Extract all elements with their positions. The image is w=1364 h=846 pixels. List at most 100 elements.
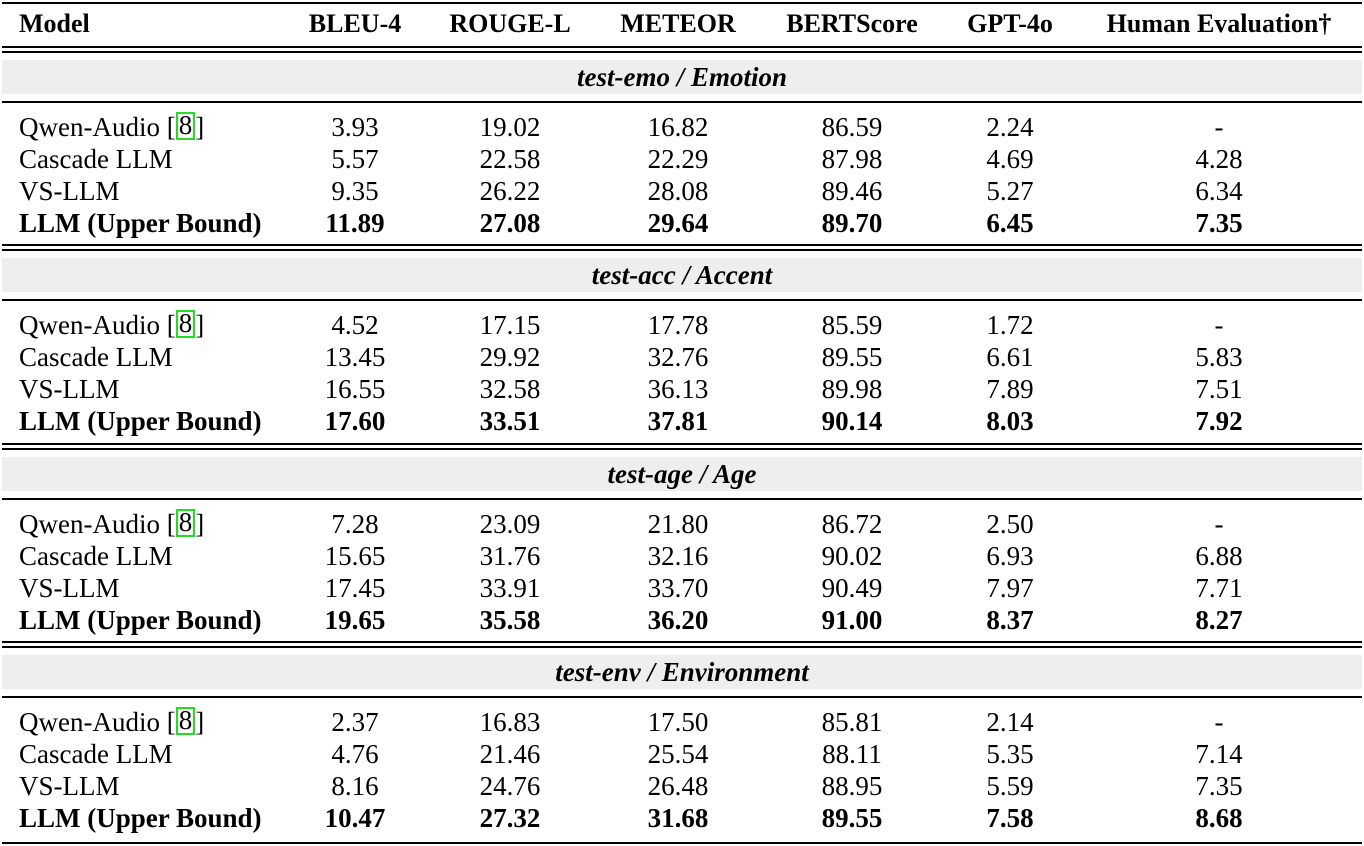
header-row: Model BLEU-4 ROUGE-L METEOR BERTScore GPT-4o H… xyxy=(2,8,1362,40)
value-cell: 8.27 xyxy=(1195,605,1243,635)
value-cell: 5.27 xyxy=(986,176,1034,206)
value-cell: 27.08 xyxy=(479,208,541,238)
value-cell: 89.55 xyxy=(821,342,883,372)
value-cell: 37.81 xyxy=(647,406,709,436)
value-cell: 19.65 xyxy=(324,605,386,635)
value-cell: - xyxy=(1214,112,1224,142)
table-row: Cascade LLM 5.57 22.58 22.29 87.98 4.69 4.28 xyxy=(2,143,1362,175)
model-label: VS-LLM xyxy=(19,573,120,603)
value-cell: 22.58 xyxy=(479,144,541,174)
value-cell: 6.34 xyxy=(1195,176,1243,206)
value-cell: - xyxy=(1214,509,1224,539)
value-cell: 87.98 xyxy=(821,144,883,174)
model-label: Cascade LLM xyxy=(19,739,173,769)
value-cell: 5.83 xyxy=(1195,342,1243,372)
value-cell: 17.15 xyxy=(479,310,541,340)
model-label: Qwen-Audio [ xyxy=(19,310,176,340)
value-cell: 15.65 xyxy=(324,541,386,571)
section-title: test-age / Age xyxy=(2,457,1362,491)
value-cell: 10.47 xyxy=(324,803,386,833)
value-cell: 7.28 xyxy=(331,509,379,539)
value-cell: 31.68 xyxy=(647,803,709,833)
model-label: VS-LLM xyxy=(19,176,120,206)
model-cell: LLM (Upper Bound) xyxy=(19,207,262,239)
value-cell: 16.55 xyxy=(324,374,386,404)
section-sub-rule xyxy=(2,498,1362,500)
model-cell: Qwen-Audio [8] xyxy=(19,508,204,540)
citation-bracket: ] xyxy=(195,112,205,142)
value-cell: 6.93 xyxy=(986,541,1034,571)
value-cell: 85.59 xyxy=(821,310,883,340)
value-cell: 8.37 xyxy=(986,605,1034,635)
header-cell: METEOR xyxy=(620,9,736,38)
citation-link[interactable]: 8 xyxy=(175,707,196,735)
value-cell: 31.76 xyxy=(479,541,541,571)
model-cell: Cascade LLM xyxy=(19,341,173,373)
model-cell: Cascade LLM xyxy=(19,540,173,572)
value-cell: 6.45 xyxy=(986,208,1034,238)
model-name: Qwen-Audio [8] xyxy=(19,112,205,143)
citation-link[interactable]: 8 xyxy=(175,310,196,338)
value-cell: 88.11 xyxy=(822,739,882,769)
value-cell: 6.88 xyxy=(1195,541,1243,571)
value-cell: - xyxy=(1214,707,1224,737)
model-cell: Qwen-Audio [8] xyxy=(19,111,204,143)
table-row: VS-LLM 17.45 33.91 33.70 90.49 7.97 7.71 xyxy=(2,572,1362,604)
value-cell: 7.89 xyxy=(986,374,1034,404)
table-row: Cascade LLM 13.45 29.92 32.76 89.55 6.61 5.83 xyxy=(2,341,1362,373)
model-name: Cascade LLM xyxy=(19,342,173,372)
value-cell: 28.08 xyxy=(647,176,709,206)
model-label: LLM (Upper Bound) xyxy=(19,803,262,833)
value-cell: 2.14 xyxy=(986,707,1034,737)
section-title-rest: / Environment xyxy=(640,657,809,687)
value-cell: 26.22 xyxy=(479,176,541,206)
value-cell: 33.91 xyxy=(479,573,541,603)
model-name: LLM (Upper Bound) xyxy=(19,605,262,635)
model-name: Qwen-Audio [8] xyxy=(19,509,205,540)
value-cell: 89.55 xyxy=(821,803,883,833)
value-cell: 33.70 xyxy=(647,573,709,603)
value-cell: 25.54 xyxy=(647,739,709,769)
value-cell: 7.71 xyxy=(1195,573,1243,603)
value-cell: 7.14 xyxy=(1195,739,1243,769)
section-title-italic: test-acc xyxy=(591,260,676,290)
table-row: VS-LLM 16.55 32.58 36.13 89.98 7.89 7.51 xyxy=(2,373,1362,405)
citation-link[interactable]: 8 xyxy=(175,509,196,537)
table-row: VS-LLM 9.35 26.22 28.08 89.46 5.27 6.34 xyxy=(2,175,1362,207)
top-rule xyxy=(2,2,1362,4)
value-cell: 29.92 xyxy=(479,342,541,372)
model-label: Cascade LLM xyxy=(19,342,173,372)
section-title-rest: / Emotion xyxy=(669,62,787,92)
value-cell: 16.82 xyxy=(647,112,709,142)
value-cell: 2.24 xyxy=(986,112,1034,142)
value-cell: 9.35 xyxy=(331,176,379,206)
value-cell: 32.76 xyxy=(647,342,709,372)
section-sub-rule xyxy=(2,696,1362,698)
model-cell: VS-LLM xyxy=(19,770,120,802)
model-label: Cascade LLM xyxy=(19,144,173,174)
model-name: Cascade LLM xyxy=(19,144,173,174)
value-cell: 7.51 xyxy=(1195,374,1243,404)
citation-bracket: ] xyxy=(195,707,205,737)
value-cell: 8.16 xyxy=(331,771,379,801)
section-rule xyxy=(2,641,1362,643)
model-label: LLM (Upper Bound) xyxy=(19,605,262,635)
citation-link[interactable]: 8 xyxy=(175,112,196,140)
model-label: Qwen-Audio [ xyxy=(19,707,176,737)
value-cell: 8.03 xyxy=(986,406,1034,436)
value-cell: 16.83 xyxy=(479,707,541,737)
section-title-italic: test-emo xyxy=(576,62,670,92)
value-cell: 89.70 xyxy=(821,208,883,238)
value-cell: 89.98 xyxy=(821,374,883,404)
table-row: LLM (Upper Bound) 10.47 27.32 31.68 89.55 7.5… xyxy=(2,802,1362,834)
value-cell: 2.37 xyxy=(331,707,379,737)
value-cell: 17.50 xyxy=(647,707,709,737)
section-rule xyxy=(2,46,1362,48)
value-cell: 5.35 xyxy=(986,739,1034,769)
model-cell: Qwen-Audio [8] xyxy=(19,309,204,341)
citation-bracket: ] xyxy=(195,509,205,539)
model-cell: LLM (Upper Bound) xyxy=(19,405,262,437)
model-cell: Cascade LLM xyxy=(19,143,173,175)
section-title: test-acc / Accent xyxy=(2,258,1362,292)
model-name: VS-LLM xyxy=(19,573,120,603)
